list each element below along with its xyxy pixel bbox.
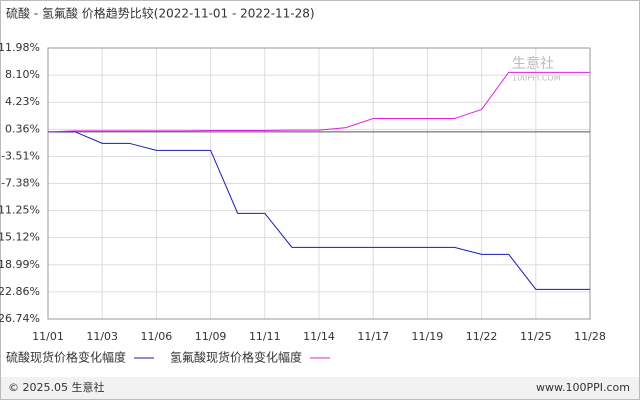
y-tick-label: -7.38%	[1, 177, 40, 190]
y-tick-label: 8.10%	[5, 68, 40, 81]
x-tick-label: 11/14	[303, 330, 335, 343]
footer-copyright: © 2025.05 生意社	[8, 380, 104, 394]
plot-border	[47, 47, 591, 320]
x-tick-label: 11/28	[574, 330, 606, 343]
x-tick-label: 11/17	[357, 330, 389, 343]
y-tick-label: -15.12%	[0, 231, 40, 244]
x-tick-label: 11/01	[32, 330, 64, 343]
x-tick-label: 11/06	[141, 330, 173, 343]
x-tick-label: 11/22	[466, 330, 498, 343]
x-tick-label: 11/09	[195, 330, 227, 343]
y-tick-label: 4.23%	[5, 95, 40, 108]
footer-site: www.100PPI.com	[536, 381, 630, 394]
series-line	[48, 131, 590, 290]
x-tick-label: 11/03	[86, 330, 118, 343]
watermark-name: 生意社	[512, 55, 554, 72]
chart-title: 硫酸 - 氢氟酸 价格趋势比较(2022-11-01 - 2022-11-28)	[6, 6, 315, 21]
y-tick-label: -3.51%	[1, 149, 40, 162]
footer-bar	[1, 377, 639, 399]
legend-label: 硫酸现货价格变化幅度	[6, 350, 126, 365]
y-tick-label: -11.25%	[0, 204, 40, 217]
y-tick-label: -26.74%	[0, 312, 40, 325]
legend-label: 氢氟酸现货价格变化幅度	[170, 350, 302, 365]
y-tick-label: -18.99%	[0, 258, 40, 271]
series-line	[47, 71, 590, 133]
y-tick-label: 11.98%	[0, 41, 40, 54]
x-tick-label: 11/11	[249, 330, 281, 343]
x-tick-label: 11/25	[520, 330, 552, 343]
watermark-site: 100PPI.COM	[512, 74, 561, 83]
y-tick-label: 0.36%	[5, 122, 40, 135]
y-tick-label: -22.86%	[0, 285, 40, 298]
x-tick-label: 11/19	[412, 330, 444, 343]
